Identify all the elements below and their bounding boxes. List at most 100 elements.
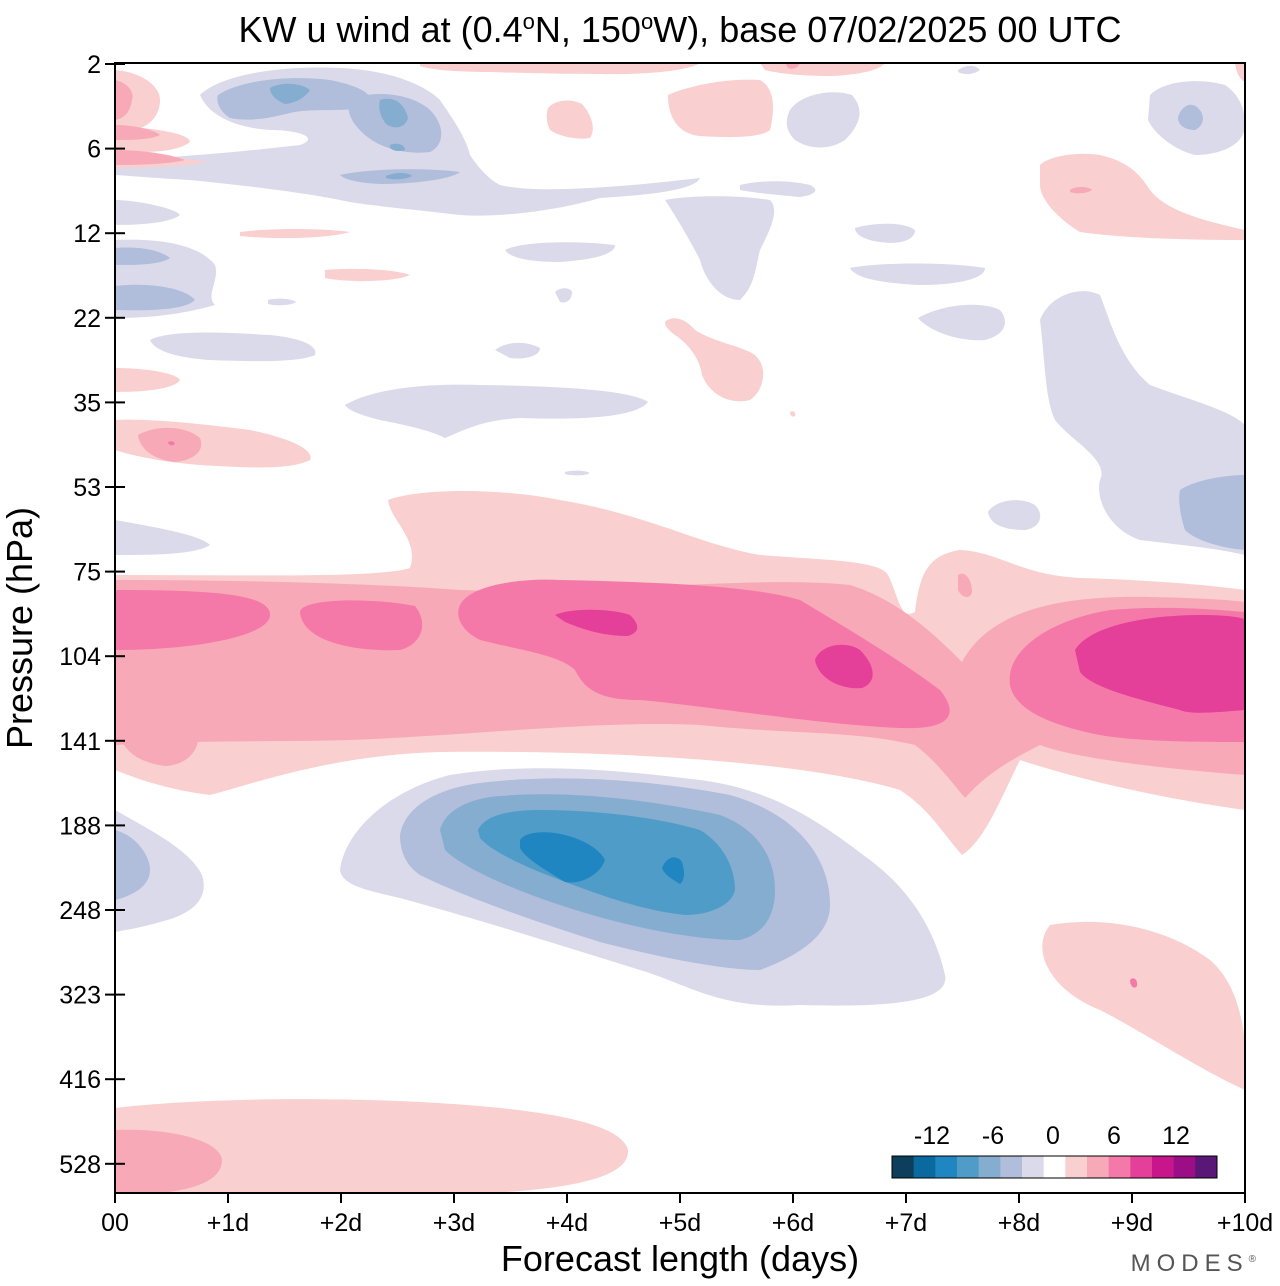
chart-title: KW u wind at (0.4oN, 150oW), base 07/02/… (238, 9, 1122, 50)
contour-region (555, 609, 638, 636)
colorbar-swatch (1022, 1156, 1045, 1178)
y-tick-label: 248 (59, 897, 101, 925)
colorbar-swatch (1130, 1156, 1153, 1178)
contour-region (115, 125, 160, 140)
contour-region (115, 590, 270, 650)
y-axis: 2 6 12 22 35 53 75 104 141 188 248 323 416 528 (59, 51, 125, 1179)
contour-region (760, 63, 885, 76)
contour-region (240, 229, 350, 239)
y-tick-label: 323 (59, 982, 101, 1010)
contour-region (379, 98, 408, 128)
contour-region (785, 63, 800, 69)
contour-fields (115, 63, 1245, 1193)
contour-region (115, 810, 204, 932)
contour-region (1040, 153, 1245, 240)
contour-region (1235, 63, 1245, 82)
x-tick-label: +10d (1217, 1209, 1273, 1237)
x-tick-label: +3d (433, 1209, 475, 1237)
colorbar-label: -12 (914, 1122, 950, 1150)
contour-region (150, 332, 316, 362)
y-tick-label: 2 (87, 51, 101, 79)
contour-region (386, 173, 412, 180)
contour-region (958, 573, 972, 598)
y-tick-label: 53 (73, 474, 101, 502)
y-tick-label: 35 (73, 389, 101, 417)
contour-region (115, 247, 170, 265)
contour-region (668, 79, 773, 138)
contour-region (115, 70, 210, 168)
contour-region (520, 832, 605, 883)
y-tick-label: 104 (59, 643, 101, 671)
y-tick-label: 6 (87, 136, 101, 164)
x-tick-label: +8d (998, 1209, 1040, 1237)
colorbar-label: 6 (1107, 1122, 1121, 1150)
contour-region (786, 92, 860, 148)
x-axis: 00 +1d +2d +3d +4d +5d +6d +7d +8d +9d +10d (101, 1193, 1273, 1237)
x-tick-label: +6d (772, 1209, 814, 1237)
contour-region (918, 304, 1005, 341)
colorbar-swatch (978, 1156, 1001, 1178)
contour-region (268, 298, 296, 306)
y-tick-label: 12 (73, 220, 101, 248)
contour-region (115, 830, 150, 900)
colorbar-frame (891, 1155, 1218, 1179)
contour-region (1075, 615, 1245, 713)
y-tick-label: 22 (73, 305, 101, 333)
x-tick-label: +4d (546, 1209, 588, 1237)
contour-region (390, 143, 405, 152)
contour-region (115, 284, 195, 311)
contour-region (1130, 978, 1138, 988)
colorbar-swatch (1043, 1156, 1066, 1178)
contour-region (115, 80, 133, 120)
contour-region (115, 1099, 629, 1193)
y-axis-label: Pressure (hPa) (0, 506, 40, 750)
contour-region (115, 368, 180, 392)
contour-region (270, 83, 310, 104)
y-tick-label: 528 (59, 1151, 101, 1179)
brand-logo: MODES® (1130, 1250, 1256, 1277)
contour-region (958, 65, 980, 75)
colorbar-swatch (913, 1156, 936, 1178)
contour-region (988, 500, 1041, 530)
colorbar-label: 12 (1162, 1122, 1190, 1150)
x-tick-label: +2d (320, 1209, 362, 1237)
x-tick-label: +1d (207, 1209, 249, 1237)
contour-region (115, 200, 180, 225)
contour-region (850, 263, 985, 285)
contour-region (1070, 187, 1092, 194)
x-tick-label: +9d (1111, 1209, 1153, 1237)
contour-region (790, 411, 796, 417)
y-tick-label: 75 (73, 559, 101, 587)
x-tick-label: +7d (885, 1209, 927, 1237)
contour-region (495, 342, 540, 359)
contour-region (546, 100, 593, 139)
contour-region (300, 600, 423, 651)
contour-region (815, 644, 873, 689)
colorbar: -12 -6 0 6 12 (891, 1122, 1218, 1179)
contour-region (565, 470, 590, 476)
colorbar-swatch (892, 1156, 915, 1178)
contour-region (420, 63, 700, 75)
colorbar-swatch (1173, 1156, 1196, 1178)
y-tick-label: 188 (59, 812, 101, 840)
contour-region (115, 150, 185, 165)
contour-region (1179, 475, 1245, 550)
colorbar-swatch (1195, 1156, 1218, 1178)
x-tick-label: 00 (101, 1209, 129, 1237)
colorbar-label: 0 (1046, 1122, 1060, 1150)
colorbar-swatch (1152, 1156, 1175, 1178)
contour-region (665, 318, 764, 402)
contour-region (1042, 921, 1245, 1090)
contour-region (138, 427, 202, 462)
x-tick-label: +5d (659, 1209, 701, 1237)
y-tick-label: 141 (59, 728, 101, 756)
contour-region (665, 196, 775, 300)
contour-region (325, 268, 410, 282)
colorbar-swatch (1108, 1156, 1131, 1178)
contour-region (662, 857, 685, 884)
contour-region (505, 242, 615, 262)
colorbar-label: -6 (982, 1122, 1004, 1150)
contour-region (118, 710, 199, 766)
y-tick-label: 416 (59, 1066, 101, 1094)
